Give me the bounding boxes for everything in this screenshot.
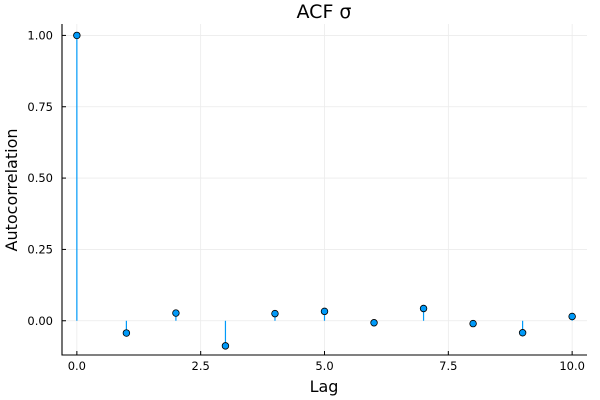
y-tick-label: 1.00: [27, 28, 53, 42]
data-point: [221, 342, 230, 350]
data-point: [320, 307, 329, 316]
stems: [76, 35, 573, 346]
data-point: [568, 312, 576, 321]
y-tick-label: 0.50: [27, 171, 53, 185]
grid: [62, 24, 587, 355]
y-tick-label: 0.00: [27, 314, 53, 328]
x-tick-label: 0.0: [68, 359, 86, 373]
data-point: [370, 319, 378, 327]
x-tick-label: 10.0: [559, 359, 585, 373]
axis-frame: [61, 24, 587, 356]
data-point: [469, 319, 477, 328]
data-point: [419, 304, 428, 313]
x-tick-label: 5.0: [315, 359, 333, 373]
data-point: [172, 309, 180, 317]
data-point: [271, 309, 279, 318]
x-tick-label: 7.5: [439, 359, 457, 373]
x-ticks: 0.0 2.5 5.0 7.5 10.0: [68, 351, 585, 373]
data-point: [518, 329, 527, 337]
y-axis-label: Autocorrelation: [2, 129, 21, 252]
x-axis-label: Lag: [310, 377, 339, 396]
data-point: [122, 329, 131, 337]
y-tick-label: 0.75: [27, 100, 53, 114]
points: [73, 31, 576, 350]
x-tick-label: 2.5: [192, 359, 210, 373]
chart-title: ACF σ: [297, 1, 352, 23]
y-tick-label: 0.25: [27, 242, 53, 256]
data-point: [73, 31, 81, 40]
y-ticks: 0.00 0.25 0.50 0.75 1.00: [27, 28, 66, 328]
